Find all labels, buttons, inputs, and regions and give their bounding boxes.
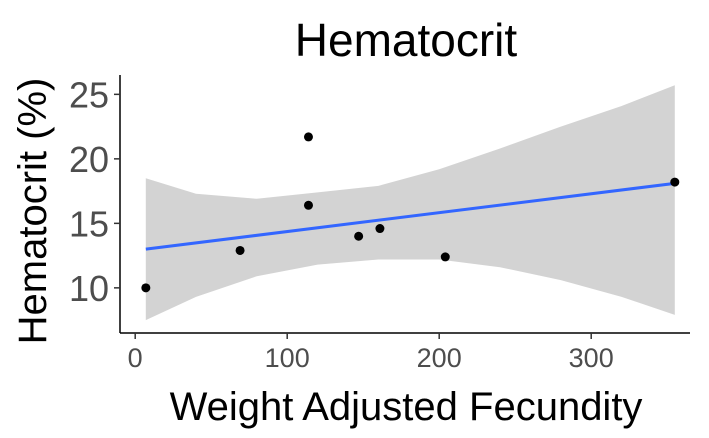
confidence-band-layer — [145, 85, 675, 321]
data-point-6 — [375, 224, 385, 234]
data-point-2 — [235, 245, 245, 255]
y-tick-label: 10 — [69, 268, 109, 309]
y-tick-label: 15 — [69, 203, 109, 244]
y-tick-label: 20 — [69, 139, 109, 180]
fit-line-layer — [145, 181, 675, 251]
x-tick-label: 200 — [417, 343, 462, 373]
data-point-3 — [303, 132, 313, 142]
axes: 10 15 20 25 0 100 200 300 — [69, 74, 690, 373]
x-tick-label: 300 — [569, 343, 614, 373]
data-point-1 — [141, 283, 151, 293]
regression-line — [145, 181, 675, 251]
chart-title: Hematocrit — [295, 14, 518, 66]
data-point-5 — [354, 231, 364, 241]
confidence-band — [145, 85, 675, 321]
x-axis-title: Weight Adjusted Fecundity — [170, 385, 643, 429]
data-point-4 — [303, 200, 313, 210]
y-axis-title: Hematocrit (%) — [11, 78, 55, 345]
data-point-8 — [670, 177, 680, 187]
x-tick-label: 100 — [265, 343, 310, 373]
data-points-layer — [141, 132, 680, 293]
data-point-7 — [440, 252, 450, 262]
x-tick-label: 0 — [128, 343, 143, 373]
y-tick-label: 25 — [69, 74, 109, 115]
